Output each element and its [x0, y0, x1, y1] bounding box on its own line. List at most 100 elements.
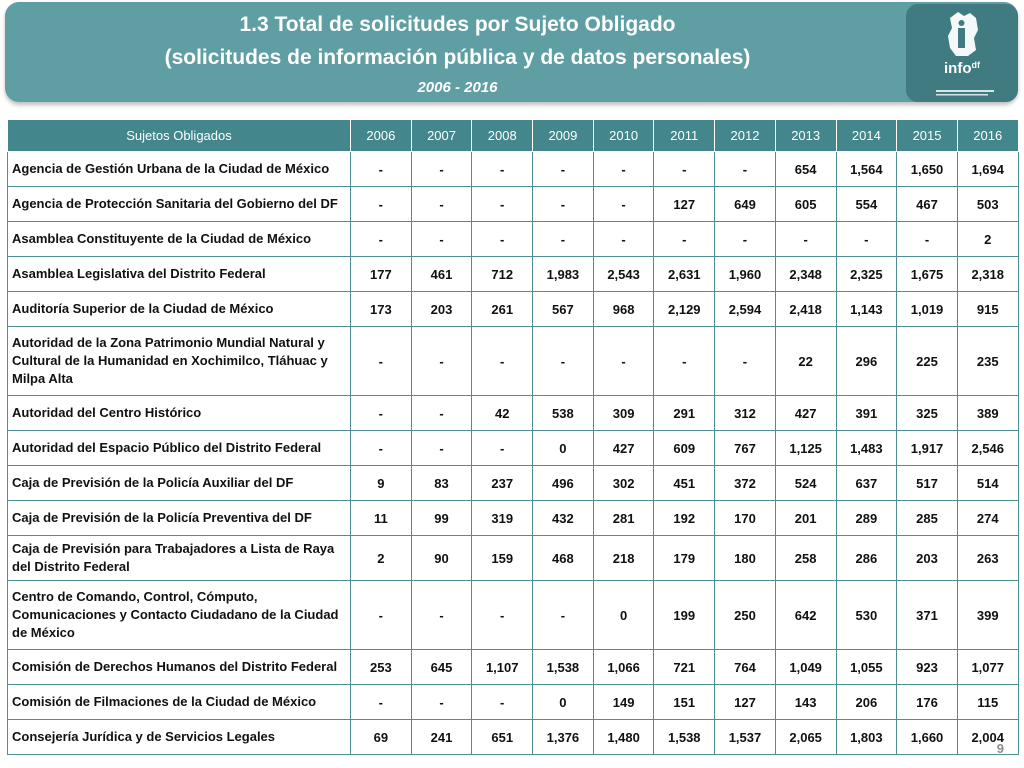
column-header-sujetos: Sujetos Obligados [7, 119, 351, 152]
column-header-year: 2009 [532, 119, 594, 152]
table-cell-value: 1,480 [592, 719, 655, 755]
table-cell-value: 1,803 [835, 719, 898, 755]
page-subtitle: 2006 - 2016 [417, 79, 498, 96]
table-cell-value: - [350, 186, 412, 222]
row-entity-name: Auditoría Superior de la Ciudad de Méxic… [7, 291, 351, 327]
table-cell-value: - [350, 580, 412, 650]
table-cell-value: 250 [714, 580, 776, 650]
table-cell-value: 218 [592, 535, 655, 581]
table-cell-value: 237 [471, 465, 534, 501]
table-cell-value: 274 [956, 500, 1019, 536]
table-cell-value: - [350, 395, 412, 431]
table-cell-value: - [471, 186, 534, 222]
table-cell-value: 289 [835, 500, 898, 536]
table-cell-value: 514 [956, 465, 1019, 501]
table-cell-value: - [350, 684, 412, 720]
table-cell-value: - [774, 221, 837, 257]
table-cell-value: 642 [774, 580, 837, 650]
table-cell-value: 503 [956, 186, 1019, 222]
table-cell-value: 654 [774, 151, 837, 187]
table-cell-value: 2,543 [592, 256, 655, 292]
row-entity-name: Asamblea Legislativa del Distrito Federa… [7, 256, 351, 292]
table-cell-value: 1,537 [714, 719, 776, 755]
table-header-row: Sujetos Obligados 2006 2007 2008 2009 20… [7, 119, 1019, 152]
table-cell-value: 1,125 [774, 430, 837, 466]
table-cell-value: 263 [956, 535, 1019, 581]
table-cell-value: 312 [714, 395, 776, 431]
table-cell-value: 721 [653, 649, 716, 685]
table-cell-value: 206 [835, 684, 898, 720]
table-cell-value: 468 [532, 535, 594, 581]
table-cell-value: 372 [714, 465, 776, 501]
table-cell-value: 176 [896, 684, 958, 720]
row-entity-name: Caja de Previsión de la Policía Preventi… [7, 500, 351, 536]
table-cell-value: 291 [653, 395, 716, 431]
table-cell-value: 0 [532, 684, 594, 720]
table-cell-value: 201 [774, 500, 837, 536]
table-cell-value: 319 [471, 500, 534, 536]
table-cell-value: - [471, 430, 534, 466]
table-cell-value: - [410, 326, 473, 396]
table-cell-value: 127 [653, 186, 716, 222]
table-cell-value: - [350, 221, 412, 257]
table-cell-value: 1,650 [896, 151, 958, 187]
table-cell-value: 517 [896, 465, 958, 501]
row-entity-name: Caja de Previsión para Trabajadores a Li… [7, 535, 351, 581]
table-row: Autoridad del Espacio Público del Distri… [7, 430, 1019, 466]
table-cell-value: 199 [653, 580, 716, 650]
logo-emblem-icon [936, 12, 994, 96]
logo-text: infodf [944, 60, 980, 77]
table-cell-value: 637 [835, 465, 898, 501]
infodf-logo: infodf [906, 4, 1018, 102]
table-cell-value: - [532, 151, 594, 187]
table-row: Auditoría Superior de la Ciudad de Méxic… [7, 291, 1019, 327]
table-cell-value: - [532, 186, 594, 222]
row-entity-name: Autoridad del Espacio Público del Distri… [7, 430, 351, 466]
solicitudes-table: Sujetos Obligados 2006 2007 2008 2009 20… [7, 119, 1019, 755]
table-cell-value: 496 [532, 465, 594, 501]
table-cell-value: - [653, 221, 716, 257]
table-cell-value: 609 [653, 430, 716, 466]
table-row: Caja de Previsión de la Policía Auxiliar… [7, 465, 1019, 501]
table-cell-value: 143 [774, 684, 837, 720]
row-entity-name: Asamblea Constituyente de la Ciudad de M… [7, 221, 351, 257]
table-row: Asamblea Legislativa del Distrito Federa… [7, 256, 1019, 292]
table-cell-value: - [471, 221, 534, 257]
table-cell-value: 767 [714, 430, 776, 466]
row-entity-name: Comisión de Filmaciones de la Ciudad de … [7, 684, 351, 720]
table-cell-value: 524 [774, 465, 837, 501]
table-cell-value: 399 [956, 580, 1019, 650]
table-cell-value: - [471, 684, 534, 720]
row-entity-name: Agencia de Gestión Urbana de la Ciudad d… [7, 151, 351, 187]
table-cell-value: 235 [956, 326, 1019, 396]
table-cell-value: 83 [410, 465, 473, 501]
table-cell-value: 296 [835, 326, 898, 396]
table-cell-value: 99 [410, 500, 473, 536]
table-cell-value: 1,376 [532, 719, 594, 755]
table-row: Caja de Previsión de la Policía Preventi… [7, 500, 1019, 536]
row-entity-name: Comisión de Derechos Humanos del Distrit… [7, 649, 351, 685]
solicitudes-table-wrapper: Sujetos Obligados 2006 2007 2008 2009 20… [7, 119, 1019, 755]
table-cell-value: 309 [592, 395, 655, 431]
table-cell-value: 554 [835, 186, 898, 222]
table-cell-value: 127 [714, 684, 776, 720]
table-cell-value: 2,004 [956, 719, 1019, 755]
table-cell-value: 1,694 [956, 151, 1019, 187]
table-cell-value: - [653, 151, 716, 187]
row-entity-name: Caja de Previsión de la Policía Auxiliar… [7, 465, 351, 501]
table-cell-value: 451 [653, 465, 716, 501]
table-cell-value: 764 [714, 649, 776, 685]
table-cell-value: 1,107 [471, 649, 534, 685]
table-cell-value: 241 [410, 719, 473, 755]
row-entity-name: Consejería Jurídica y de Servicios Legal… [7, 719, 351, 755]
table-cell-value: 1,917 [896, 430, 958, 466]
page-title-line2: (solicitudes de información pública y de… [164, 46, 751, 69]
title-banner: 1.3 Total de solicitudes por Sujeto Obli… [5, 2, 1018, 102]
table-cell-value: 192 [653, 500, 716, 536]
column-header-year: 2010 [592, 119, 655, 152]
table-cell-value: - [410, 430, 473, 466]
table-cell-value: 151 [653, 684, 716, 720]
table-cell-value: 2,594 [714, 291, 776, 327]
row-entity-name: Autoridad del Centro Histórico [7, 395, 351, 431]
table-cell-value: - [714, 326, 776, 396]
